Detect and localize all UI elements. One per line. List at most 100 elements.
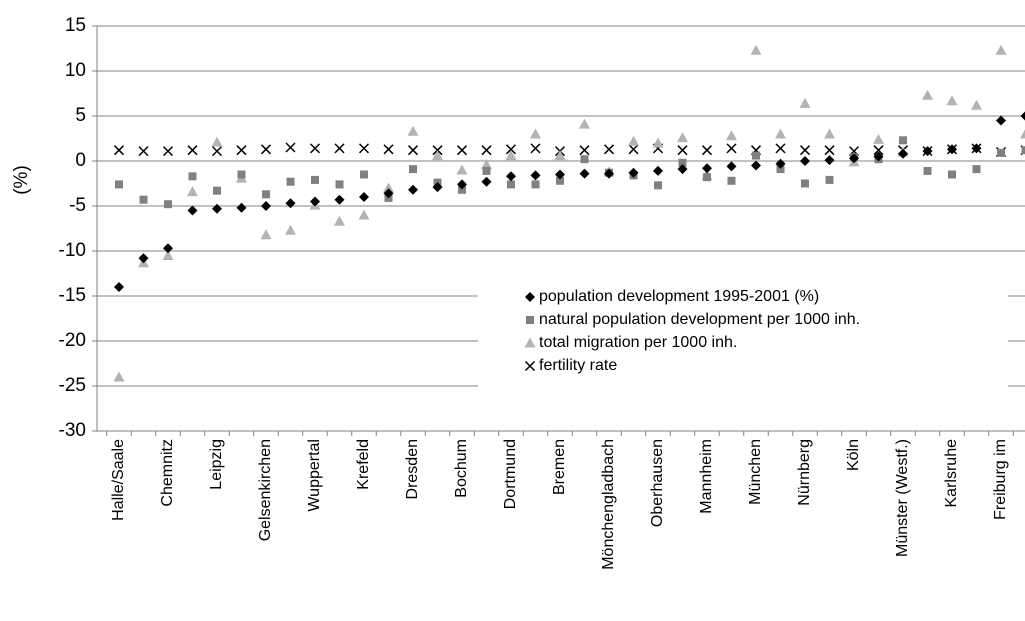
x-marker xyxy=(677,145,688,156)
y-tick-label: -30 xyxy=(59,420,86,441)
triangle-marker xyxy=(334,215,345,226)
x-marker xyxy=(456,145,468,156)
triangle-marker xyxy=(873,133,884,144)
x-marker xyxy=(579,145,590,156)
x-marker xyxy=(775,143,786,154)
diamond-marker xyxy=(285,198,296,209)
x-tick-label: Karlsruhe xyxy=(943,439,960,508)
y-axis-label: (%) xyxy=(11,165,32,195)
square-marker xyxy=(213,186,221,195)
diamond-marker xyxy=(457,179,467,190)
triangle-marker xyxy=(824,128,835,139)
triangle-marker xyxy=(530,128,541,139)
diamond-marker xyxy=(383,188,394,199)
diamond-marker xyxy=(996,115,1006,126)
triangle-marker xyxy=(652,137,664,148)
triangle-marker xyxy=(726,130,737,141)
diamond-marker xyxy=(702,163,712,174)
x-marker xyxy=(505,144,517,155)
x-marker xyxy=(309,143,321,154)
x-marker xyxy=(799,145,811,156)
x-marker xyxy=(530,143,541,154)
x-tick-label: Halle/Saale xyxy=(110,439,127,521)
y-tick-label: 5 xyxy=(75,105,86,126)
x-marker xyxy=(481,145,492,156)
x-marker xyxy=(187,145,198,156)
x-tick-label: Chemnitz xyxy=(159,439,176,507)
diamond-marker xyxy=(212,203,222,214)
x-tick-label: Mannheim xyxy=(698,439,715,514)
triangle-marker xyxy=(554,150,566,161)
square-marker xyxy=(409,165,417,174)
x-tick-label: Wuppertal xyxy=(306,439,323,512)
triangle-marker xyxy=(971,99,982,110)
triangle-marker xyxy=(799,97,811,108)
legend-label: total migration per 1000 inh. xyxy=(539,334,737,351)
triangle-marker xyxy=(750,44,762,55)
diamond-marker xyxy=(138,253,149,264)
triangle-marker xyxy=(358,209,370,220)
x-marker xyxy=(236,145,247,156)
triangle-marker xyxy=(285,224,296,235)
diamond-marker xyxy=(628,167,639,178)
square-marker xyxy=(825,175,834,184)
diamond-marker xyxy=(310,196,320,207)
diamond-marker xyxy=(114,282,124,292)
square-marker xyxy=(335,180,344,189)
x-marker xyxy=(524,360,536,372)
triangle-marker xyxy=(628,135,639,146)
diamond-marker xyxy=(579,168,590,179)
square-marker xyxy=(678,158,687,167)
square-marker xyxy=(1021,146,1025,155)
x-marker xyxy=(358,143,370,154)
triangle-marker xyxy=(579,118,590,129)
diamond-marker xyxy=(751,160,761,171)
x-tick-label: Leipzig xyxy=(208,439,225,490)
x-tick-label: Krefeld xyxy=(355,439,372,490)
square-marker xyxy=(580,155,589,164)
square-marker xyxy=(923,166,932,175)
x-marker xyxy=(383,144,394,155)
x-marker xyxy=(334,143,345,154)
x-tick-label: Mönchengladbach xyxy=(600,439,617,570)
diamond-marker xyxy=(677,164,688,175)
y-tick-label: 10 xyxy=(65,60,86,81)
x-marker xyxy=(113,145,125,156)
x-marker xyxy=(162,146,174,157)
square-marker xyxy=(262,190,270,199)
diamond-marker xyxy=(775,158,786,169)
square-marker xyxy=(286,177,295,186)
grid xyxy=(97,25,1025,432)
legend-label: population development 1995-2001 (%) xyxy=(539,288,819,305)
diamond-marker xyxy=(187,205,198,216)
y-tick-label: -20 xyxy=(59,330,86,351)
diamond-marker xyxy=(163,243,173,254)
diamond-marker xyxy=(800,156,810,166)
diamond-marker xyxy=(334,194,345,205)
y-tick-label: -25 xyxy=(59,375,86,396)
x-tick-label: Dresden xyxy=(404,439,421,499)
x-marker xyxy=(285,142,296,153)
x-tick-label: Nürnberg xyxy=(796,439,813,506)
x-marker xyxy=(603,144,615,155)
y-tick-label: -15 xyxy=(59,285,86,306)
y-tick-label: 15 xyxy=(65,15,86,36)
triangle-marker xyxy=(113,371,125,382)
diamond-marker xyxy=(506,171,516,182)
diamond-marker xyxy=(525,292,535,302)
x-marker xyxy=(824,145,835,156)
triangle-marker xyxy=(1020,129,1025,139)
legend-label: fertility rate xyxy=(539,357,617,374)
square-marker xyxy=(507,180,515,189)
diamond-marker xyxy=(555,169,565,180)
y-tick-label: -10 xyxy=(59,240,86,261)
triangle-marker xyxy=(432,150,443,161)
triangle-marker xyxy=(407,125,419,136)
x-marker xyxy=(260,144,272,155)
square-marker xyxy=(752,151,760,160)
diamond-marker xyxy=(824,155,835,166)
diamond-marker xyxy=(947,144,957,155)
diamond-marker xyxy=(922,146,933,157)
triangle-marker xyxy=(481,159,492,170)
diamond-marker xyxy=(481,176,492,187)
